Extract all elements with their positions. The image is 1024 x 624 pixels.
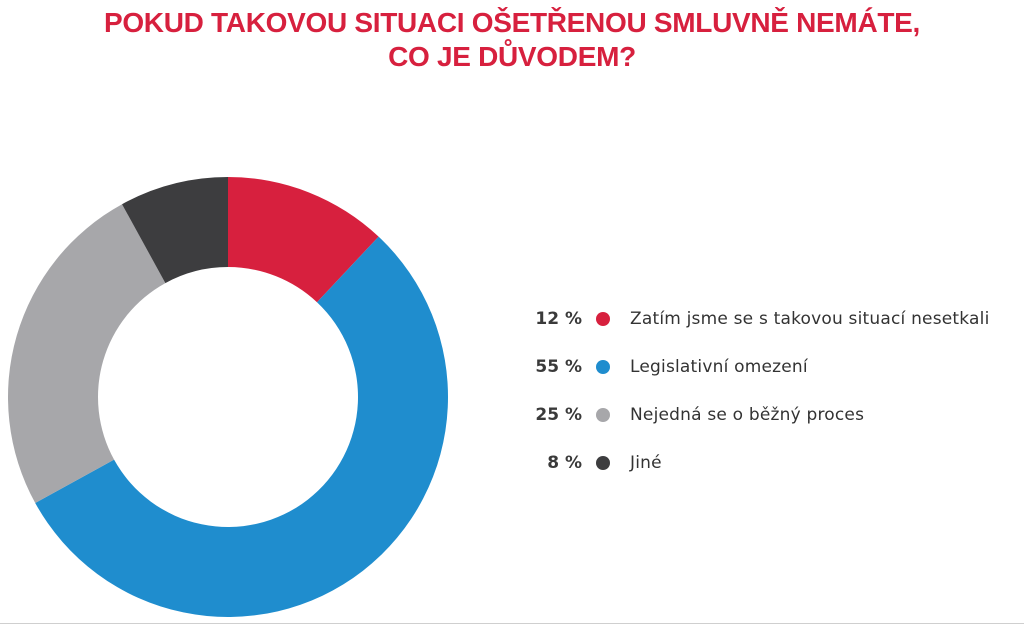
legend-swatch-2 bbox=[596, 360, 610, 374]
legend-label-2: Legislativní omezení bbox=[630, 357, 808, 377]
legend-value-1: 12 % bbox=[535, 309, 582, 329]
donut-slice-4 bbox=[122, 177, 228, 284]
legend-item-1: 12 % Zatím jsme se s takovou situací nes… bbox=[520, 306, 990, 332]
chart-title: POKUD TAKOVOU SITUACI OŠETŘENOU SMLUVNĚ … bbox=[0, 6, 1024, 74]
chart-title-line-2: CO JE DŮVODEM? bbox=[388, 41, 636, 72]
legend-swatch-4 bbox=[596, 456, 610, 470]
chart-title-line-1: POKUD TAKOVOU SITUACI OŠETŘENOU SMLUVNĚ … bbox=[103, 7, 921, 38]
legend-item-2: 55 % Legislativní omezení bbox=[520, 354, 990, 380]
donut-slice-2 bbox=[35, 236, 448, 617]
legend-item-3: 25 % Nejedná se o běžný proces bbox=[520, 402, 990, 428]
legend: 12 % Zatím jsme se s takovou situací nes… bbox=[520, 306, 990, 498]
legend-label-1: Zatím jsme se s takovou situací nesetkal… bbox=[630, 309, 990, 329]
legend-swatch-1 bbox=[596, 312, 610, 326]
legend-label-4: Jiné bbox=[630, 453, 662, 473]
legend-item-4: 8 % Jiné bbox=[520, 450, 990, 476]
legend-value-3: 25 % bbox=[535, 405, 582, 425]
donut-slice-3 bbox=[8, 204, 166, 503]
donut-chart bbox=[8, 177, 448, 617]
legend-value-2: 55 % bbox=[535, 357, 582, 377]
donut-slice-1 bbox=[228, 177, 379, 303]
legend-label-3: Nejedná se o běžný proces bbox=[630, 405, 865, 425]
legend-swatch-3 bbox=[596, 408, 610, 422]
legend-value-4: 8 % bbox=[547, 453, 582, 473]
